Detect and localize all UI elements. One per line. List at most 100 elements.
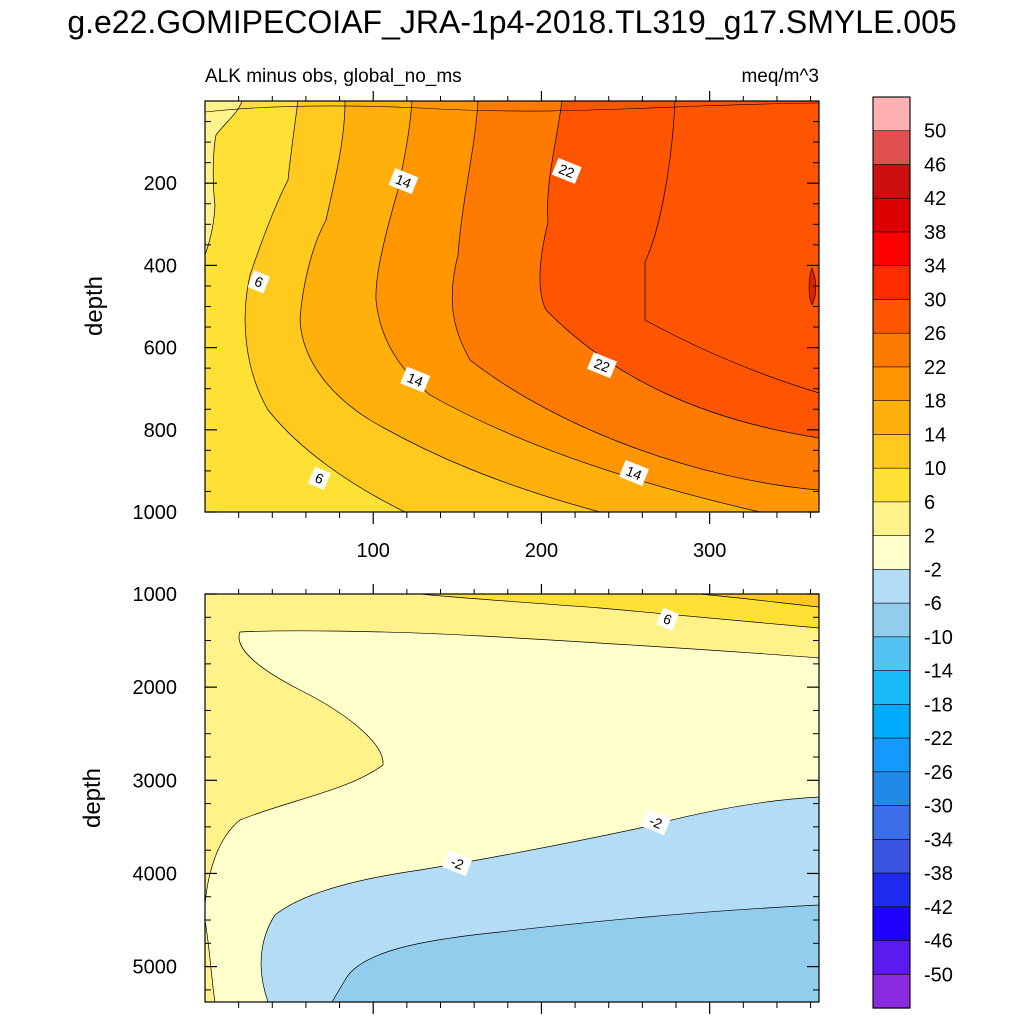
colorbar-swatch	[872, 265, 911, 301]
colorbar-label: -14	[924, 661, 953, 683]
lower-axes: 1000 2000 3000 4000 5000	[133, 584, 819, 1014]
colorbar-label: -38	[924, 863, 953, 885]
colorbar-label: -18	[924, 694, 953, 716]
contour-label-text: 14	[393, 171, 414, 192]
contour-label-box	[247, 270, 271, 294]
colorbar-swatch	[872, 771, 911, 807]
colorbar-label: 14	[924, 424, 946, 446]
colorbar-swatch	[872, 838, 911, 874]
lower-ylabel: depth	[79, 768, 106, 828]
upper-fill-10-band	[205, 101, 601, 512]
colorbar: 50 46 42 38 34 30 26 22 18 14 10 6 2 -2 -6 -10 -14 -18 -22…	[872, 96, 953, 1009]
colorbar-swatch	[872, 872, 911, 908]
colorbar-swatch	[872, 940, 911, 975]
colorbar-swatch	[872, 299, 911, 334]
colorbar-label: -46	[924, 931, 953, 953]
colorbar-swatch	[872, 164, 911, 199]
contour-label-box	[308, 466, 331, 490]
contour-label-text: 14	[405, 369, 426, 390]
colorbar-swatch	[872, 973, 911, 1009]
colorbar-label: -26	[924, 762, 953, 784]
upper-contour-label: 6	[247, 270, 271, 294]
lower-fill-2-band	[205, 594, 819, 906]
colorbar-label: 34	[924, 256, 946, 278]
colorbar-swatch	[872, 332, 911, 368]
colorbar-label: -42	[924, 897, 953, 919]
contour-label-box	[442, 850, 473, 877]
colorbar-swatch	[872, 805, 911, 840]
colorbar-label: 38	[924, 222, 946, 244]
colorbar-swatch	[872, 130, 911, 166]
colorbar-swatch	[872, 501, 911, 537]
lower-ytick-label: 3000	[133, 770, 178, 792]
colorbar-label: -2	[924, 559, 942, 581]
contour-label-box	[400, 366, 431, 393]
contour-label-text: -2	[449, 853, 467, 873]
lower-contour-label: -2	[442, 850, 473, 877]
figure-title: g.e22.GOMIPECOIAF_JRA-1p4-2018.TL319_g17…	[67, 4, 957, 40]
upper-ylabel: depth	[81, 276, 108, 336]
colorbar-swatch	[872, 670, 911, 705]
colorbar-label: 46	[924, 154, 946, 176]
lower-ytick-label: 2000	[133, 677, 178, 699]
lower-contour-label: -2	[640, 809, 671, 836]
lower-contour-labels: 6 -2 -2	[442, 607, 679, 877]
contour-label-box	[640, 809, 671, 836]
upper-ytick-label: 800	[144, 420, 177, 442]
upper-ytick-label: 600	[144, 338, 177, 360]
lower-contour-fill	[205, 594, 819, 1002]
colorbar-label: 30	[924, 289, 946, 311]
upper-ytick-label: 1000	[133, 502, 178, 524]
colorbar-swatch	[872, 535, 911, 570]
upper-contour-label: 6	[308, 466, 331, 490]
colorbar-label: 6	[924, 492, 935, 514]
upper-contour-label: 14	[388, 168, 419, 195]
colorbar-label: 2	[924, 526, 935, 548]
contour-label-box	[388, 168, 419, 195]
lower-ytick-label: 1000	[133, 584, 178, 606]
upper-xtick-label: 300	[693, 540, 726, 562]
colorbar-label: 22	[924, 357, 946, 379]
contour-label-text: 22	[556, 161, 577, 182]
colorbar-swatch	[872, 636, 911, 672]
lower-contour-label: 6	[656, 607, 679, 631]
colorbar-label: 10	[924, 458, 946, 480]
upper-panel: 200 400 600 800 1000 100 200 300 6 6 14 14 14 22 22 A…	[81, 66, 820, 562]
colorbar-label: -34	[924, 829, 953, 851]
lower-fill-10-band	[699, 594, 819, 608]
lower-fill-6-band	[419, 594, 819, 629]
colorbar-frame	[872, 96, 911, 1009]
upper-contour-labels: 6 6 14 14 14 22 22	[247, 157, 649, 490]
upper-xtick-label: 200	[525, 540, 558, 562]
upper-fill-2-band	[205, 101, 243, 256]
colorbar-swatch	[872, 569, 911, 604]
colorbar-swatch	[872, 737, 911, 773]
colorbar-label: -30	[924, 796, 953, 818]
upper-axes: 200 400 600 800 1000 100 200 300	[133, 91, 819, 562]
colorbar-swatch	[872, 467, 911, 503]
colorbar-label: -50	[924, 964, 953, 986]
colorbar-label: 42	[924, 188, 946, 210]
colorbar-swatch	[872, 906, 911, 942]
upper-units-label: meq/m^3	[741, 66, 819, 87]
colorbar-swatch	[872, 366, 911, 402]
upper-fill-surface-ripple	[205, 102, 819, 113]
colorbar-swatch	[872, 197, 911, 233]
upper-xtick-label: 100	[357, 540, 390, 562]
colorbar-label: 26	[924, 323, 946, 345]
colorbar-label: 50	[924, 121, 946, 143]
colorbar-swatch	[872, 96, 911, 132]
upper-contour-label: 22	[587, 352, 617, 379]
colorbar-swatch	[872, 400, 911, 436]
upper-fill-6-band	[205, 101, 406, 512]
contour-label-box	[587, 352, 617, 379]
lower-ytick-label: 5000	[133, 957, 178, 979]
contour-label-text: 22	[592, 355, 613, 376]
upper-contour-label: 14	[400, 366, 431, 393]
colorbar-swatch	[872, 434, 911, 469]
lower-panel: 1000 2000 3000 4000 5000 6 -2 -2 depth	[79, 584, 820, 1014]
upper-contour-fill	[205, 101, 819, 512]
upper-fill-eddy	[808, 267, 817, 306]
upper-ytick-label: 200	[144, 173, 177, 195]
